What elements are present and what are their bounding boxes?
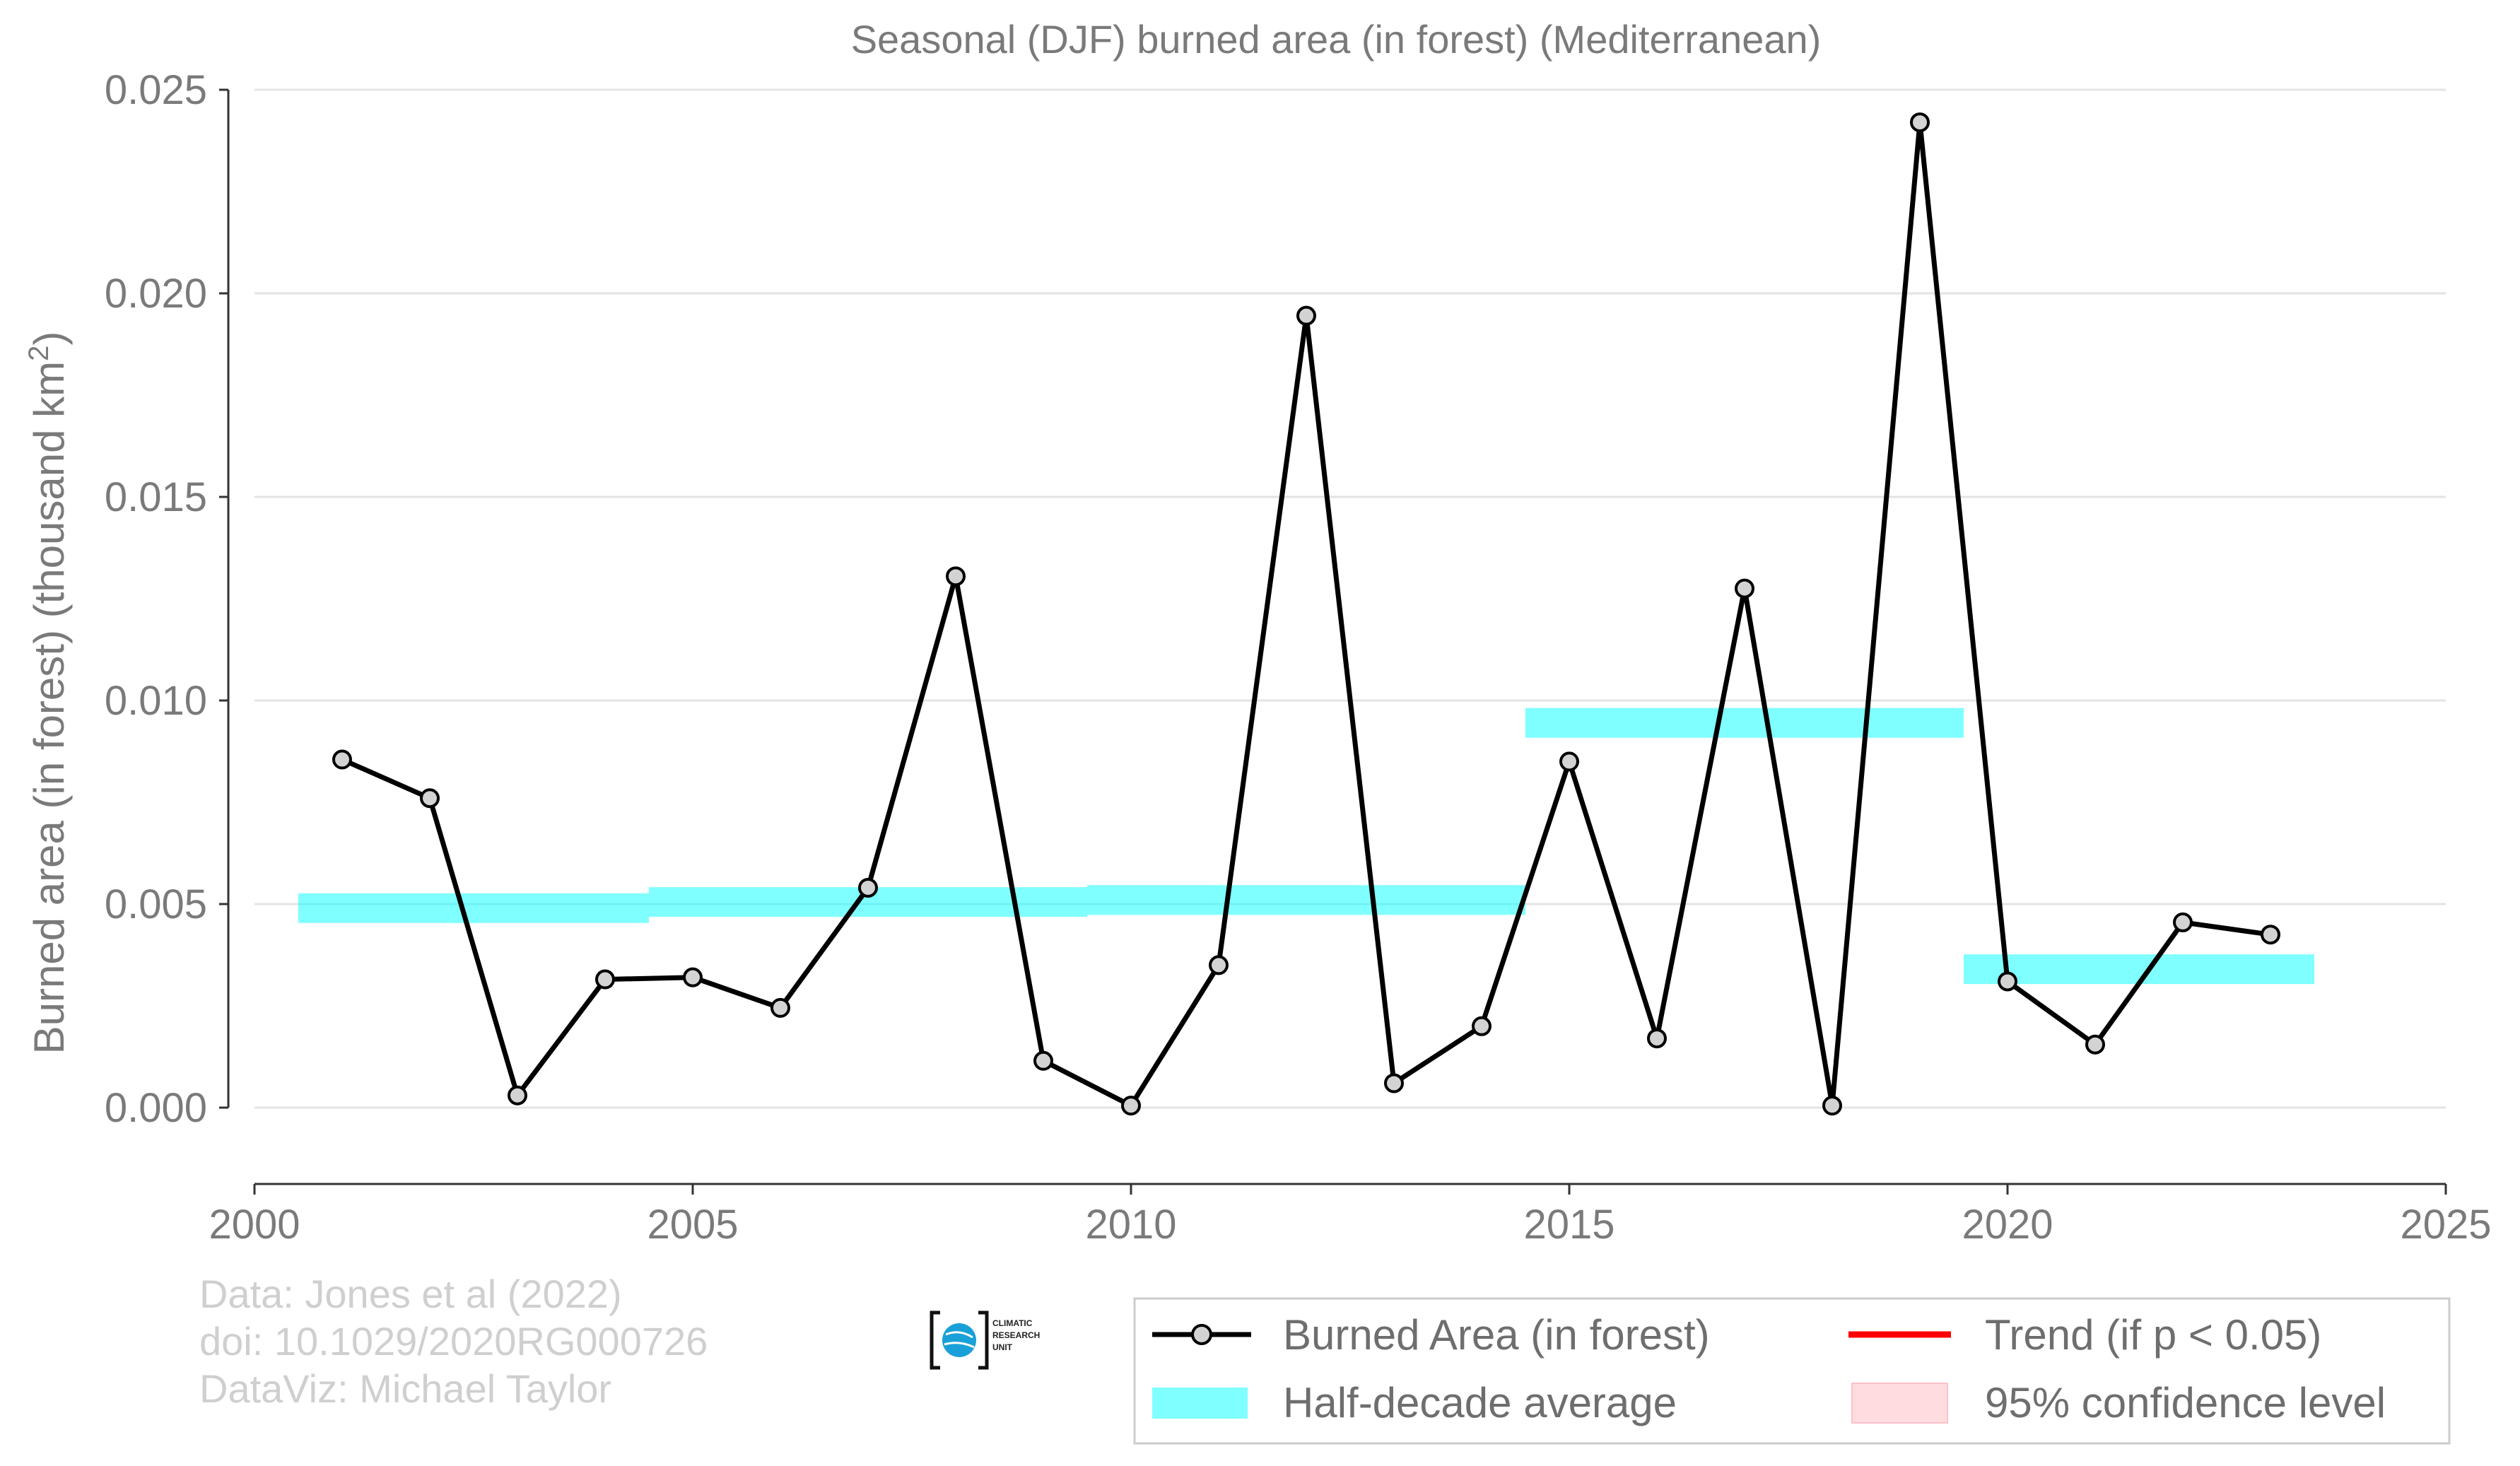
legend-box bbox=[1133, 1297, 2451, 1445]
y-axis-label-superscript: 2 bbox=[23, 346, 54, 361]
legend-patch-confidence-icon bbox=[1851, 1383, 1948, 1424]
half-decade-band-0 bbox=[298, 893, 649, 923]
cru-logo-globe bbox=[942, 1323, 976, 1357]
y-axis-label-main: Burned area (in forest) (thousand km bbox=[25, 361, 73, 1054]
data-point-2010 bbox=[1121, 1096, 1141, 1116]
legend-marker-burned-area-icon bbox=[1191, 1324, 1212, 1345]
half-decade-band-3 bbox=[1525, 708, 1964, 738]
series-points bbox=[332, 112, 2280, 1116]
cru-logo: CLIMATIC RESEARCH UNIT bbox=[930, 1310, 1040, 1370]
cru-logo-bracket bbox=[930, 1310, 989, 1370]
y-axis-label: Burned area (in forest) (thousand km2) bbox=[23, 332, 73, 1055]
x-tick-label-4: 2020 bbox=[1962, 1202, 2053, 1248]
y-tick-label-0: 0.000 bbox=[105, 1085, 207, 1131]
legend: Burned Area (in forest) Trend (if p < 0.… bbox=[1133, 1297, 2451, 1445]
data-point-2016 bbox=[1647, 1028, 1667, 1049]
data-point-2023 bbox=[2261, 925, 2280, 945]
data-point-2014 bbox=[1472, 1016, 1492, 1036]
data-point-2009 bbox=[1033, 1050, 1053, 1071]
data-point-2001 bbox=[332, 749, 352, 770]
data-point-2002 bbox=[420, 788, 440, 809]
x-tick-label-2: 2010 bbox=[1085, 1202, 1176, 1248]
half-decade-bands bbox=[298, 708, 2314, 985]
x-tick-label-0: 2000 bbox=[209, 1202, 300, 1248]
data-point-2015 bbox=[1559, 751, 1579, 772]
data-point-2008 bbox=[946, 566, 966, 587]
y-axis-label-close: ) bbox=[25, 332, 73, 346]
cru-logo-text-1: CLIMATIC bbox=[992, 1318, 1033, 1328]
data-point-2003 bbox=[508, 1085, 527, 1106]
y-tick-label-2: 0.010 bbox=[105, 678, 207, 724]
x-tick-label-1: 2005 bbox=[647, 1202, 738, 1248]
credit-dataviz: DataViz: Michael Taylor bbox=[199, 1366, 611, 1411]
cru-logo-text-3: UNIT bbox=[992, 1342, 1013, 1352]
data-point-2011 bbox=[1209, 955, 1229, 975]
data-point-2006 bbox=[770, 997, 790, 1018]
chart-title: Seasonal (DJF) burned area (in forest) (… bbox=[851, 17, 1822, 61]
half-decade-band-4 bbox=[1964, 954, 2314, 985]
y-tick-label-4: 0.020 bbox=[105, 271, 207, 317]
data-point-2020 bbox=[1998, 971, 2017, 992]
y-tick-label-1: 0.005 bbox=[105, 881, 207, 927]
data-point-2021 bbox=[2085, 1034, 2105, 1055]
data-point-2013 bbox=[1384, 1073, 1404, 1093]
x-tick-label-3: 2015 bbox=[1523, 1202, 1614, 1248]
data-point-2004 bbox=[595, 969, 615, 990]
legend-entry-confidence: 95% confidence level bbox=[1851, 1379, 2386, 1426]
data-point-2005 bbox=[683, 967, 703, 987]
y-tick-label-3: 0.015 bbox=[105, 474, 207, 520]
legend-entry-trend: Trend (if p < 0.05) bbox=[1848, 1311, 2321, 1359]
cru-logo-globe-lines bbox=[944, 1331, 975, 1349]
data-point-2018 bbox=[1822, 1096, 1842, 1116]
x-ticks: 2000 2005 2010 2015 2020 2025 bbox=[209, 1184, 2492, 1248]
data-point-2022 bbox=[2173, 912, 2193, 932]
legend-band-half-decade-icon bbox=[1152, 1388, 1248, 1419]
credit-data: Data: Jones et al (2022) bbox=[199, 1272, 622, 1316]
legend-label-confidence: 95% confidence level bbox=[1985, 1379, 2386, 1426]
legend-label-trend: Trend (if p < 0.05) bbox=[1985, 1311, 2321, 1359]
legend-entry-half-decade: Half-decade average bbox=[1152, 1379, 1677, 1426]
legend-entry-burned-area: Burned Area (in forest) bbox=[1152, 1311, 1710, 1359]
legend-label-half-decade: Half-decade average bbox=[1283, 1379, 1677, 1426]
x-tick-label-5: 2025 bbox=[2400, 1202, 2491, 1248]
data-point-2017 bbox=[1735, 578, 1754, 599]
half-decade-band-2 bbox=[1087, 885, 1525, 915]
legend-label-burned-area: Burned Area (in forest) bbox=[1283, 1311, 1710, 1359]
cru-logo-text-2: RESEARCH bbox=[992, 1330, 1040, 1340]
credit-doi: doi: 10.1029/2020RG000726 bbox=[199, 1319, 708, 1364]
data-point-2019 bbox=[1910, 112, 1930, 133]
y-tick-label-5: 0.025 bbox=[105, 67, 207, 113]
data-point-2012 bbox=[1296, 305, 1316, 326]
y-ticks: 0.000 0.005 0.010 0.015 0.020 0.025 bbox=[105, 67, 228, 1131]
data-point-2007 bbox=[858, 877, 878, 898]
